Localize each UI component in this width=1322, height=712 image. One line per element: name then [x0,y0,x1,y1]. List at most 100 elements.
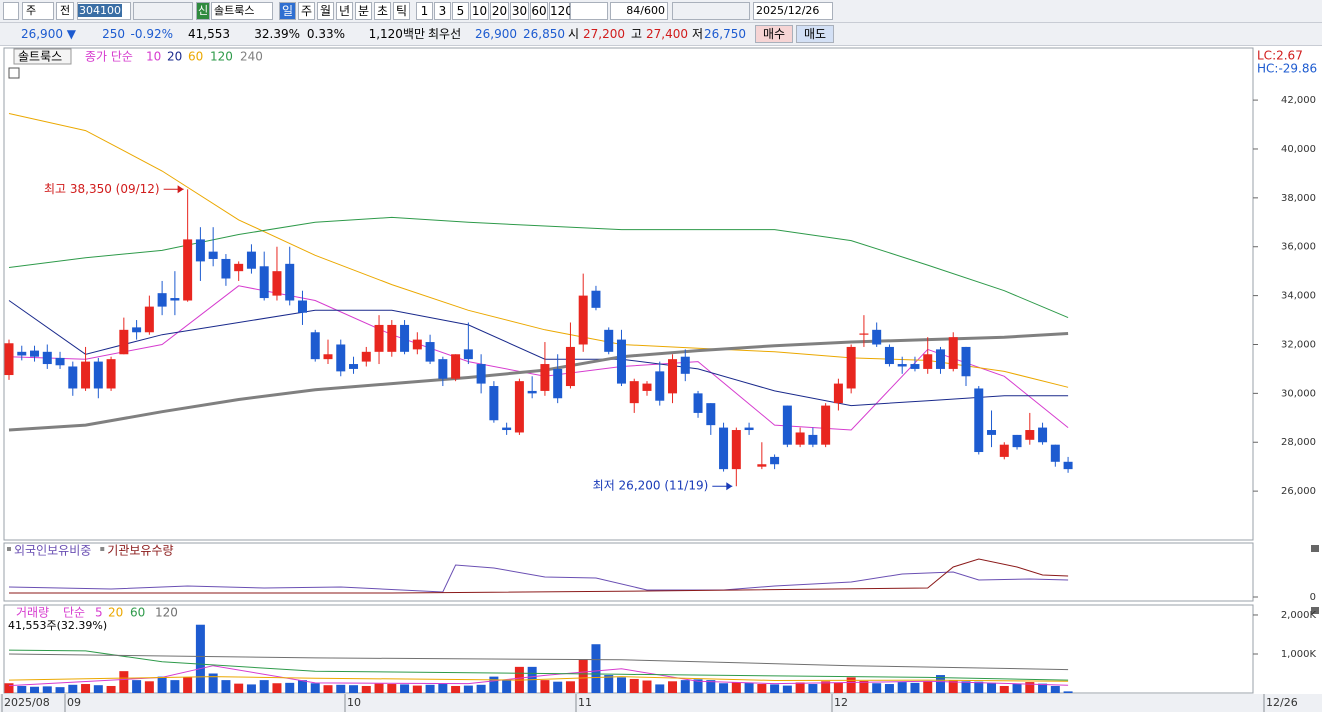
volume: 41,553 [188,27,230,41]
legend-entry: 60 [130,606,145,620]
candle-body [30,350,40,357]
icons[interactable] [133,2,193,20]
period-button[interactable]: 주 [298,2,315,20]
volume-bar [259,680,269,693]
legend-entry: 기관보유수량 [107,544,173,558]
turnover: 0.33% [306,27,345,41]
period-button[interactable]: 60 [530,2,548,20]
legend-swatch [7,547,11,551]
candle-body [706,403,716,426]
volume-bar [668,681,678,693]
candle-body [4,343,14,376]
candle-body [884,346,894,365]
candle-body [987,430,997,435]
mode[interactable]: 전 [56,2,74,20]
period-button[interactable]: 년 [336,2,353,20]
buy-button[interactable]: 매수 [755,25,793,43]
candle-body [808,434,818,445]
candle-body [297,300,307,313]
candle-body [770,456,780,465]
volume-bar [616,677,626,693]
date[interactable]: 2025/12/26 [753,2,833,20]
volume-bar [987,682,997,693]
icons[interactable] [672,2,750,20]
candle-body [565,346,575,387]
volume-bar [961,681,971,693]
candle-body [93,361,103,389]
volume-bar [246,684,256,693]
volume-bar [119,671,129,693]
select[interactable] [570,2,608,20]
volume-bar [1050,685,1060,693]
volume-bar [297,680,307,693]
period-button[interactable]: 3 [434,2,451,20]
period-button[interactable]: 초 [374,2,391,20]
volume-bar [693,679,703,693]
quote-bar: 26,900 ▼ 250 -0.92% 41,553 32.39% 0.33% … [0,23,1322,46]
candle-body [655,371,665,401]
y-tick-label: 38,000 [1281,193,1316,204]
volume-bar [833,682,843,693]
panel-button[interactable] [1311,545,1319,552]
candle-body [208,251,218,259]
legend-entry: 10 [146,50,161,64]
volume-bar [923,681,933,693]
candle-body [1025,430,1035,440]
market-select[interactable]: 주 [22,2,54,20]
volume-bar [438,684,448,693]
stock-name[interactable]: 솔트룩스 [211,2,273,20]
candle-body [833,383,843,404]
volume-legend-title: 단순 [63,606,85,620]
y-tick-label: 34,000 [1281,291,1316,302]
candle-body [897,364,907,367]
chart-title: 솔트룩스 [18,50,62,64]
legend-swatch [100,547,105,551]
period-button[interactable]: 5 [452,2,469,20]
y-tick-label: 40,000 [1281,144,1316,155]
table-icon[interactable] [8,67,20,79]
period-button[interactable]: 1 [416,2,433,20]
candle-body [719,427,729,470]
candle-body [438,359,448,379]
candle-body [999,444,1009,457]
candle-body [859,333,869,335]
candle-body [106,359,116,389]
volume-bar [106,685,116,693]
candle-body [195,239,205,262]
volume-bar [935,675,945,693]
volume-bar [1063,691,1073,693]
candle-body [400,324,410,352]
candle-body [668,359,678,394]
icon[interactable] [3,2,19,20]
change: 250 [102,27,125,41]
volume-bar [132,680,142,693]
volume-bar [451,685,461,693]
candle-body [221,258,231,279]
period-button[interactable]: 월 [317,2,334,20]
candle-body [425,342,435,362]
count-box[interactable]: 84/600 [610,2,668,20]
period-button[interactable]: 분 [355,2,372,20]
volume-bar [808,684,818,693]
sell-button[interactable]: 매도 [796,25,834,43]
legend-entry: 외국인보유비중 [14,544,91,558]
code-input[interactable]: 304100 [77,2,131,20]
candle-body [923,354,933,369]
candle-body [604,329,614,352]
candle-body [591,290,601,308]
candle-body [336,344,346,372]
period-button[interactable]: 30 [510,2,529,20]
volume-bar [846,677,856,693]
volume-bar [795,682,805,693]
candle-body [285,263,295,301]
legend-entry: 60 [188,50,203,64]
period-button[interactable]: 일 [279,2,296,20]
chart: 솔트룩스 종가 단순 LC:2.67 HC:-29.86 거래량 단순 41,5… [0,47,1322,712]
candle-body [157,293,167,307]
period-button[interactable]: 10 [470,2,489,20]
period-button[interactable]: 120 [549,2,573,20]
period-button[interactable]: 틱 [393,2,410,20]
volume-bar [604,675,614,693]
period-button[interactable]: 20 [490,2,509,20]
panel-button[interactable] [1311,607,1319,614]
